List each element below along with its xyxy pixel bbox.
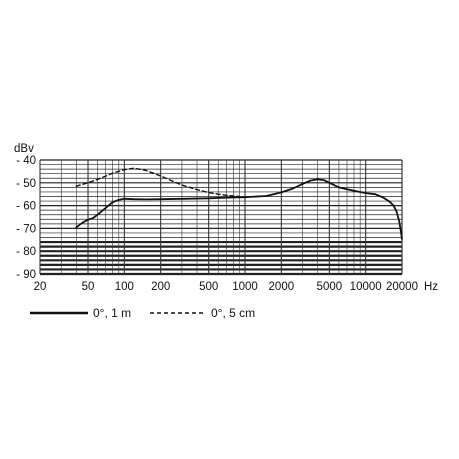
x-tick-label: 500 <box>199 281 218 293</box>
y-tick-label: - 90 <box>16 269 36 281</box>
chart-legend: 0°, 1 m 0°, 5 cm <box>30 306 255 320</box>
chart-grid <box>39 159 403 276</box>
series-line-5cm <box>75 167 241 198</box>
y-tick-label: - 40 <box>16 155 36 167</box>
y-tick-label: - 50 <box>16 178 36 190</box>
y-axis-label: dBv <box>14 143 34 155</box>
x-tick-label: 200 <box>151 281 170 293</box>
x-axis-label: Hz <box>424 281 438 293</box>
x-tick-label: 2000 <box>269 281 295 293</box>
series-lines <box>75 167 403 240</box>
x-tick-labels: 20 50 100 200 500 1000 2000 5000 10000 20000 <box>34 281 418 293</box>
legend-label-1m: 0°, 1 m <box>93 306 131 320</box>
x-tick-label: 20000 <box>386 281 418 293</box>
x-tick-label: 20 <box>34 281 47 293</box>
y-tick-label: - 80 <box>16 246 36 258</box>
y-tick-label: - 70 <box>16 223 36 235</box>
x-tick-label: 5000 <box>317 281 343 293</box>
legend-label-5cm: 0°, 5 cm <box>211 306 255 320</box>
y-tick-label: - 60 <box>16 201 36 213</box>
x-tick-label: 1000 <box>232 281 258 293</box>
y-tick-labels: - 40 - 50 - 60 - 70 - 80 - 90 <box>16 155 36 281</box>
x-tick-label: 100 <box>115 281 134 293</box>
series-line-1m <box>75 178 403 240</box>
x-tick-label: 50 <box>82 281 95 293</box>
x-tick-label: 10000 <box>350 281 382 293</box>
